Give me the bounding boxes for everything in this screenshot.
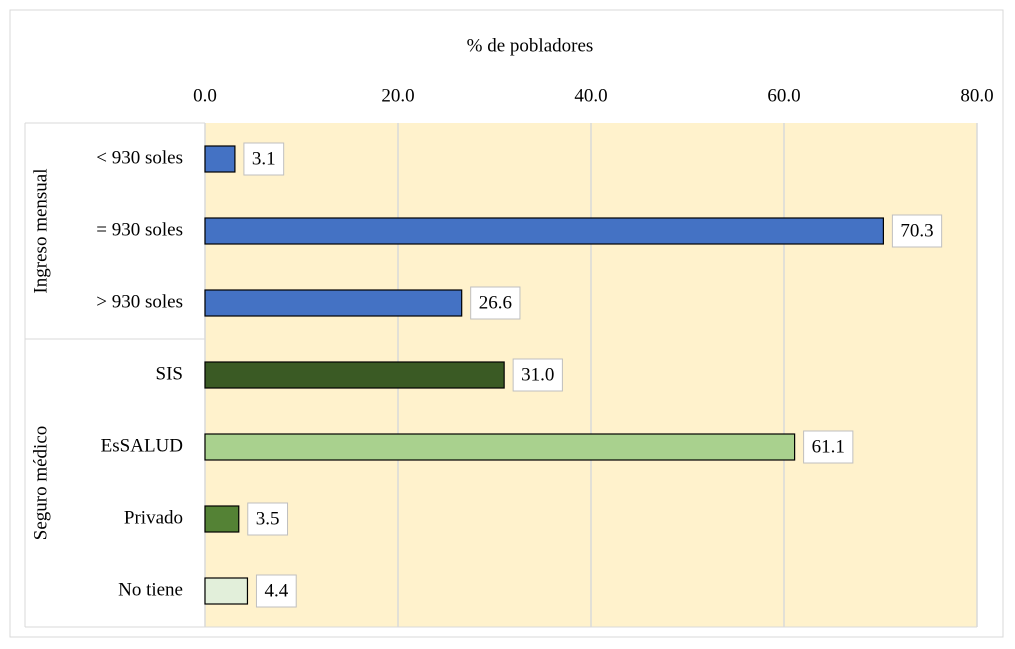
data-label-box (470, 286, 521, 320)
group-label: Ingreso mensual (30, 168, 51, 293)
bar (204, 145, 236, 173)
y-tick-label: EsSALUD (101, 435, 183, 456)
data-label-box (512, 358, 563, 392)
data-label: 4.4 (264, 580, 288, 601)
data-label: 31.0 (521, 364, 554, 385)
y-tick-label: SIS (156, 363, 183, 384)
bar (204, 217, 884, 245)
y-tick-label: < 930 soles (96, 147, 183, 168)
bar (204, 289, 463, 317)
group-label: Seguro médico (30, 426, 51, 541)
data-label: 3.1 (252, 148, 276, 169)
data-label: 70.3 (900, 220, 933, 241)
bar (204, 361, 505, 389)
x-tick-label: 80.0 (960, 85, 993, 106)
data-label-box (803, 430, 854, 464)
bar (204, 577, 249, 605)
y-tick-label: No tiene (118, 579, 183, 600)
data-label: 3.5 (256, 508, 280, 529)
chart-title: % de pobladores (467, 35, 594, 56)
bar (204, 505, 240, 533)
data-label: 26.6 (479, 292, 512, 313)
x-tick-label: 40.0 (574, 85, 607, 106)
data-label-box (243, 142, 285, 176)
data-label: 61.1 (812, 436, 845, 457)
y-tick-label: Privado (124, 507, 183, 528)
data-label-box (255, 574, 297, 608)
y-tick-label: = 930 soles (96, 219, 183, 240)
x-tick-label: 60.0 (767, 85, 800, 106)
y-tick-label: > 930 soles (96, 291, 183, 312)
bar (204, 433, 796, 461)
x-tick-label: 20.0 (381, 85, 414, 106)
data-label-box (247, 502, 289, 536)
data-label-box (891, 214, 943, 248)
x-tick-label: 0.0 (193, 85, 217, 106)
